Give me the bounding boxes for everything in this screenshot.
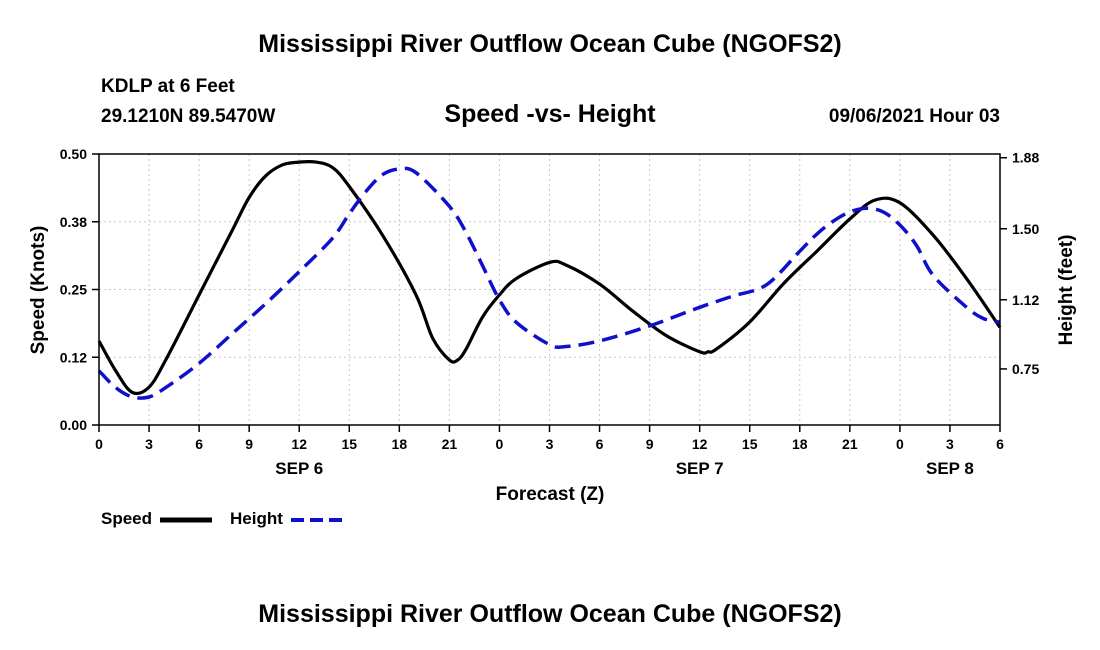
- x-tick-label: 12: [692, 436, 708, 452]
- x-axis-label: Forecast (Z): [496, 484, 605, 505]
- legend-height-label: Height: [230, 509, 283, 528]
- y-axis-label: Speed (Knots): [28, 226, 49, 355]
- x-tick-label: 6: [195, 436, 203, 452]
- speed-series-line: [97, 159, 1002, 396]
- x-tick-label: 18: [392, 436, 408, 452]
- x-day-label: SEP 8: [926, 459, 974, 478]
- y2-tick-label: 1.50: [1012, 221, 1039, 237]
- y2-tick-label: 0.75: [1012, 361, 1039, 377]
- y-tick-label: 0.50: [60, 146, 87, 162]
- x-tick-label: 0: [496, 436, 504, 452]
- y-tick-label: 0.25: [60, 282, 87, 298]
- x-tick-label: 0: [896, 436, 904, 452]
- y-tick-label: 0.00: [60, 417, 87, 433]
- chart-subtitle: Speed -vs- Height: [444, 100, 656, 128]
- x-tick-label: 21: [842, 436, 858, 452]
- x-tick-label: 0: [95, 436, 103, 452]
- y2-axis-label: Height (feet): [1056, 235, 1077, 346]
- x-tick-label: 6: [996, 436, 1004, 452]
- chart-title-bottom: Mississippi River Outflow Ocean Cube (NG…: [258, 600, 842, 628]
- x-tick-label: 9: [245, 436, 253, 452]
- y2-tick-label: 1.88: [1012, 150, 1039, 166]
- tick-layer: 0 3 6 9 12 15 18 21 0 3 6 9 12 15 18 21 0 3 6 SEP 6 SEP 7 SEP…: [60, 146, 1040, 478]
- x-tick-label: 12: [291, 436, 307, 452]
- y-tick-label: 0.12: [60, 349, 87, 365]
- series-layer: [97, 159, 1002, 400]
- height-series-line: [97, 166, 1001, 400]
- chart-title-top: Mississippi River Outflow Ocean Cube (NG…: [258, 30, 842, 58]
- x-tick-label: 21: [442, 436, 458, 452]
- x-tick-label: 3: [145, 436, 153, 452]
- x-tick-label: 3: [546, 436, 554, 452]
- x-day-label: SEP 6: [275, 459, 323, 478]
- x-tick-label: 18: [792, 436, 808, 452]
- x-tick-label: 6: [596, 436, 604, 452]
- datetime-label: 09/06/2021 Hour 03: [828, 106, 1000, 127]
- x-tick-label: 9: [646, 436, 654, 452]
- y-tick-label: 0.38: [60, 214, 87, 230]
- x-day-label: SEP 7: [676, 459, 724, 478]
- coordinates-label: 29.1210N 89.5470W: [101, 106, 276, 127]
- station-label: KDLP at 6 Feet: [101, 76, 235, 97]
- legend-speed-label: Speed: [101, 509, 153, 528]
- x-tick-label: 15: [742, 436, 758, 452]
- y2-tick-label: 1.12: [1012, 292, 1039, 308]
- x-tick-label: 3: [946, 436, 954, 452]
- x-tick-label: 15: [341, 436, 357, 452]
- grid-layer: [98, 153, 1001, 426]
